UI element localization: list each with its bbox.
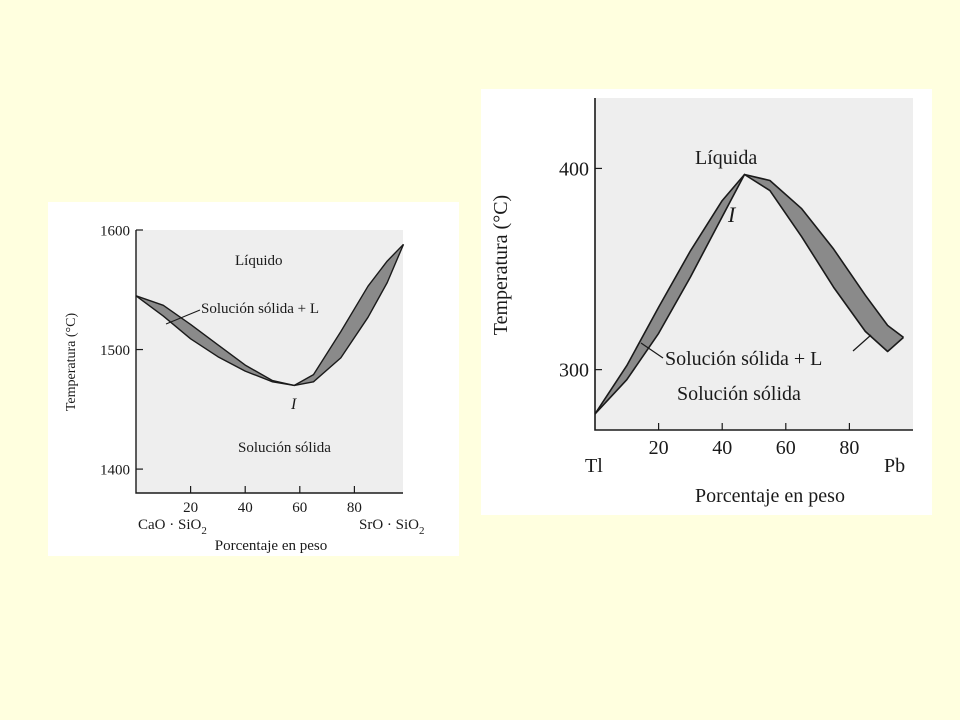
region-label-band: Solución sólida + L [201,301,319,317]
x-axis-ticks: 20 40 60 80 [183,486,362,516]
x-tick-label: 60 [776,437,796,459]
y-axis-title: Temperatura (°C) [490,195,512,335]
right-phase-diagram: 300 400 20 40 60 80 Líquida I Solución sólid… [490,98,913,507]
two-phase-region [595,174,904,414]
left-phase-diagram: 1400 1500 1600 20 40 60 80 Líquido Solución s… [64,223,425,554]
y-tick-label: 400 [559,158,589,180]
band-group [595,174,904,414]
x-tick-label: 20 [183,500,198,516]
region-label-liquid: Líquida [695,147,757,169]
region-leader-line [165,309,201,325]
y-tick-label: 300 [559,360,589,382]
curve-group [594,173,905,415]
left-component-label: CaO · SiO2 [138,517,207,537]
x-tick-label: 20 [649,437,669,459]
right-component-label: Pb [884,455,905,477]
plot-area [595,98,913,430]
plot-frame [594,98,913,431]
solidus-curve [594,173,905,415]
y-axis-ticks: 1400 1500 1600 [100,223,143,478]
y-axis-title: Temperatura (°C) [64,313,79,412]
x-axis-title: Porcentaje en peso [695,485,845,507]
plot-frame [135,230,403,494]
left-phase-diagram-panel: 1400 1500 1600 20 40 60 80 Líquido Solución s… [48,202,459,556]
region-label-band: Solución sólida + L [665,348,822,370]
region-leader-line [852,334,872,352]
right-component-label: SrO · SiO2 [359,517,425,537]
right-phase-diagram-panel: 300 400 20 40 60 80 Líquida I Solución sólid… [481,89,932,515]
band-group [136,244,404,386]
x-axis-ticks: 20 40 60 80 [649,423,859,459]
solidus-curve [135,244,405,387]
y-tick-label: 1600 [100,223,130,239]
x-tick-label: 40 [712,437,732,459]
x-tick-label: 40 [238,500,253,516]
y-tick-label: 1400 [100,462,130,478]
y-axis-ticks: 300 400 [559,158,602,382]
x-tick-label: 80 [839,437,859,459]
curve-group [135,243,405,387]
x-axis-title: Porcentaje en peso [215,538,327,554]
region-leader-line [640,342,664,359]
region-label-liquid: Líquido [235,253,283,269]
two-phase-region [136,244,404,386]
y-tick-label: 1500 [100,343,130,359]
left-component-label: Tl [585,455,603,477]
liquidus-curve [594,173,904,415]
region-label-solid: Solución sólida [238,440,331,456]
minimum-point-label: I [290,396,297,413]
region-label-solid: Solución sólida [677,383,801,405]
x-tick-label: 80 [347,500,362,516]
maximum-point-label: I [727,202,737,227]
plot-area [136,230,403,493]
x-tick-label: 60 [292,500,307,516]
